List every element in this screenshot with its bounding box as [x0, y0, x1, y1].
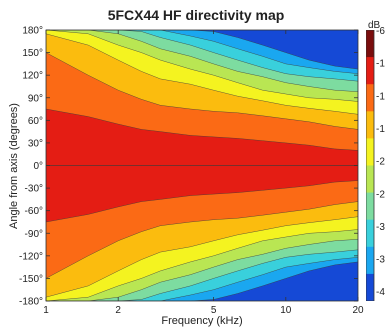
colorbar-border — [366, 30, 375, 301]
colorbar-tick-label: -4 — [376, 287, 385, 298]
colorbar-segment — [366, 273, 374, 301]
y-tick-label: -120° — [19, 251, 43, 262]
colorbar-tick-label: -1 — [376, 91, 385, 102]
colorbar-tick-label: -1 — [376, 124, 385, 135]
colorbar-segment — [366, 84, 374, 112]
colorbar-unit: dB — [368, 20, 381, 31]
colorbar-segment — [366, 246, 374, 275]
y-tick-label: -180° — [19, 297, 43, 308]
y-tick-label: 30° — [28, 138, 43, 149]
y-axis-label: Angle from axis (degrees) — [8, 103, 20, 229]
colorbar-segment — [366, 192, 374, 221]
colorbar-segment — [366, 165, 374, 194]
x-tick-label: 20 — [352, 305, 364, 316]
x-tick-label: 5 — [211, 305, 217, 316]
y-tick-label: 120° — [22, 71, 43, 82]
x-tick-label: 2 — [115, 305, 121, 316]
y-tick-label: 180° — [22, 26, 43, 37]
colorbar-labels: dB-6 -1 -1 -1 -2 -2 -3 -3 -4 — [368, 20, 385, 298]
colorbar-tick-label: -3 — [376, 222, 385, 233]
y-tick-label: 60° — [28, 116, 43, 127]
y-tick-label: 150° — [22, 48, 43, 59]
y-tick-label: -30° — [25, 184, 43, 195]
chart-title: 5FCX44 HF directivity map — [108, 7, 285, 23]
y-axis: 180° 150° 120° 90° 60° 30° 0° -30° -60° -90° -120°… — [19, 26, 358, 308]
y-tick-label: -90° — [25, 229, 43, 240]
colorbar-segment — [366, 57, 374, 85]
colorbar-tick-label: -3 — [376, 255, 385, 266]
colorbar-tick-label: -2 — [376, 157, 385, 168]
colorbar — [366, 30, 375, 301]
y-tick-label: -150° — [19, 274, 43, 285]
colorbar-segment — [366, 219, 374, 248]
colorbar-segment — [366, 111, 374, 139]
colorbar-tick-label: -2 — [376, 189, 385, 200]
colorbar-segment — [366, 138, 374, 166]
y-tick-label: 0° — [33, 161, 43, 172]
x-tick-label: 10 — [280, 305, 292, 316]
y-tick-label: 90° — [28, 93, 43, 104]
y-tick-label: -60° — [25, 206, 43, 217]
x-axis-label: Frequency (kHz) — [161, 315, 242, 327]
x-tick-label: 1 — [43, 305, 49, 316]
x-axis: 1 2 5 10 20 — [43, 30, 364, 316]
plot-area — [46, 30, 358, 301]
colorbar-tick-label: -6 — [376, 26, 385, 37]
colorbar-segment — [366, 30, 374, 58]
colorbar-tick-label: -1 — [376, 59, 385, 70]
